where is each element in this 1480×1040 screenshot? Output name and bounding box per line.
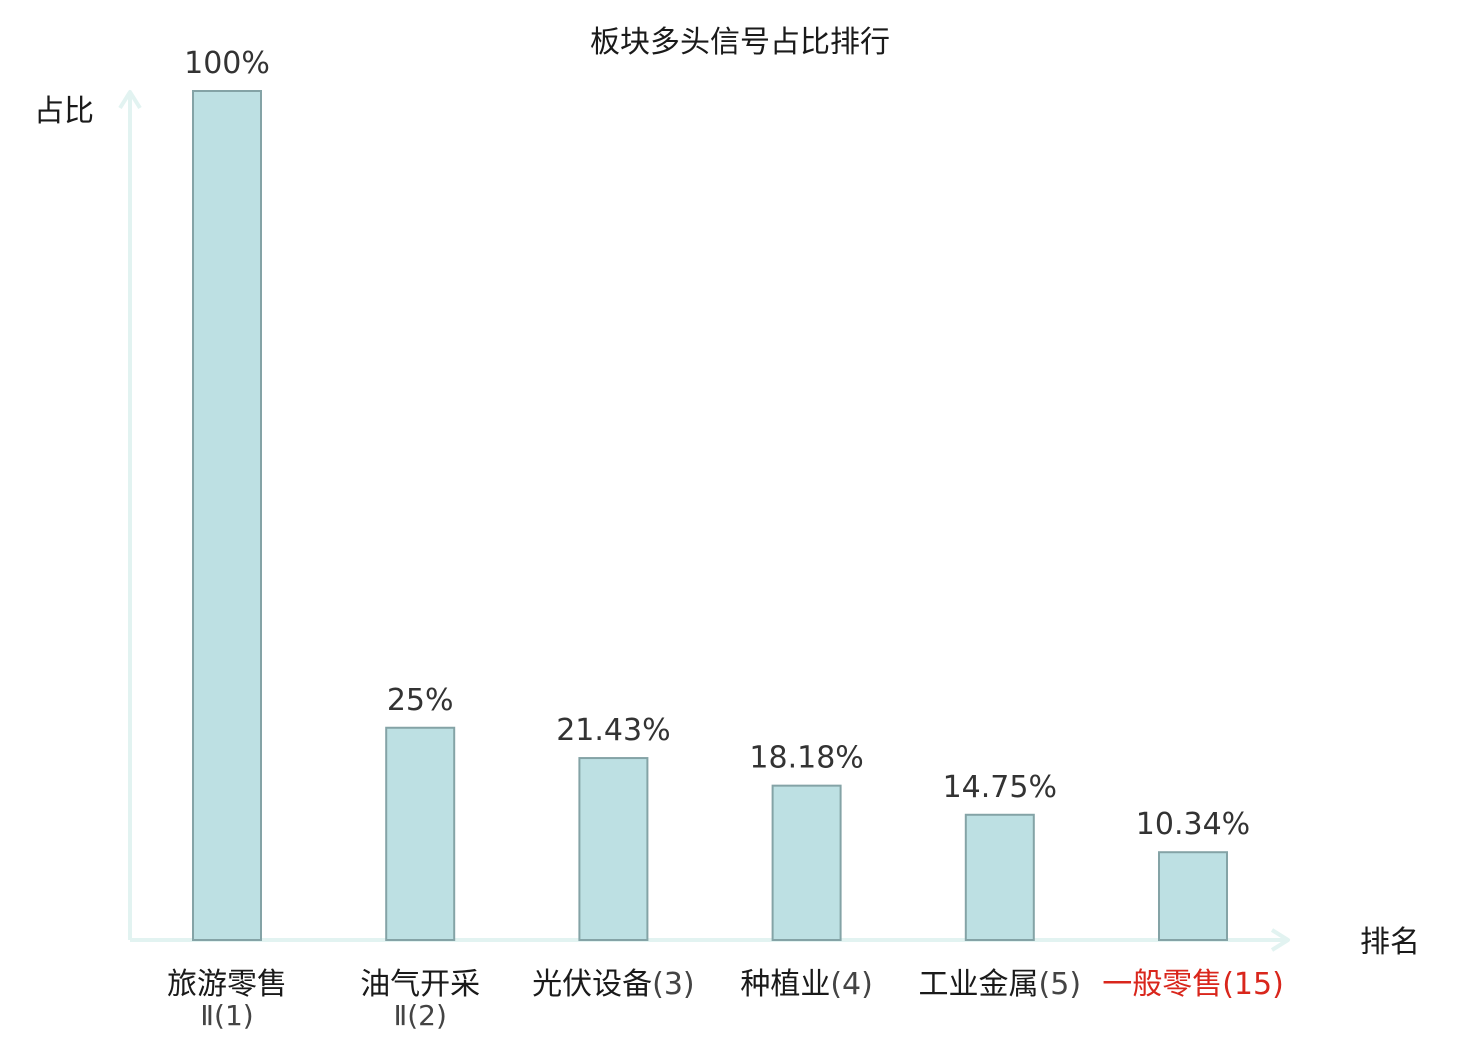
bar-value-label: 14.75% — [943, 770, 1057, 805]
bars-group — [192, 90, 1228, 942]
bar — [192, 90, 262, 941]
x-tick-label-name: 油气开采 — [360, 967, 480, 1002]
x-tick-label-name: 旅游零售 — [167, 967, 287, 1002]
bar — [964, 813, 1035, 942]
x-tick-label: 光伏设备(3) — [532, 967, 695, 1002]
chart-title: 板块多头信号占比排行 — [590, 25, 890, 60]
value-labels-group: 100% 25% 21.43% 18.18% 14.75% 10.34% — [184, 46, 1250, 842]
bar — [771, 784, 842, 941]
y-axis-label: 占比 — [34, 94, 94, 129]
x-axis-label: 排名 — [1360, 925, 1420, 960]
x-tick-label-rank: (3) — [652, 967, 695, 1002]
bar-value-label: 21.43% — [556, 713, 670, 748]
bar — [1158, 851, 1228, 941]
x-tick-label-rank: (5) — [1039, 967, 1082, 1002]
y-axis-arrowhead — [118, 90, 142, 110]
x-axis-arrowhead — [1270, 928, 1290, 952]
x-tick-label: 一般零售(15) — [1102, 967, 1284, 1002]
x-tick-label-name: 光伏设备 — [532, 967, 652, 1002]
bar-value-label: 10.34% — [1136, 807, 1250, 842]
x-tick-label: 油气开采 — [360, 967, 480, 1002]
x-tick-label-rank: Ⅱ(2) — [393, 999, 446, 1032]
x-tick-label: 种植业(4) — [740, 967, 873, 1002]
x-tick-label: 旅游零售 — [167, 967, 287, 1002]
x-tick-label-name: 种植业 — [740, 967, 830, 1002]
bar — [578, 757, 649, 942]
x-tick-label-rank: (15) — [1222, 967, 1284, 1002]
bar-value-label: 25% — [387, 683, 454, 718]
bar-value-label: 100% — [184, 46, 270, 81]
x-tick-label-rank: Ⅱ(1) — [200, 999, 253, 1032]
x-tick-label-name: 一般零售 — [1102, 967, 1222, 1002]
x-tick-label: 工业金属(5) — [919, 967, 1082, 1002]
x-tick-label-name: 工业金属 — [919, 967, 1039, 1002]
bar — [385, 726, 456, 941]
bar-value-label: 18.18% — [749, 741, 863, 776]
axes — [118, 90, 1290, 952]
x-tick-label-rank: (4) — [830, 967, 873, 1002]
